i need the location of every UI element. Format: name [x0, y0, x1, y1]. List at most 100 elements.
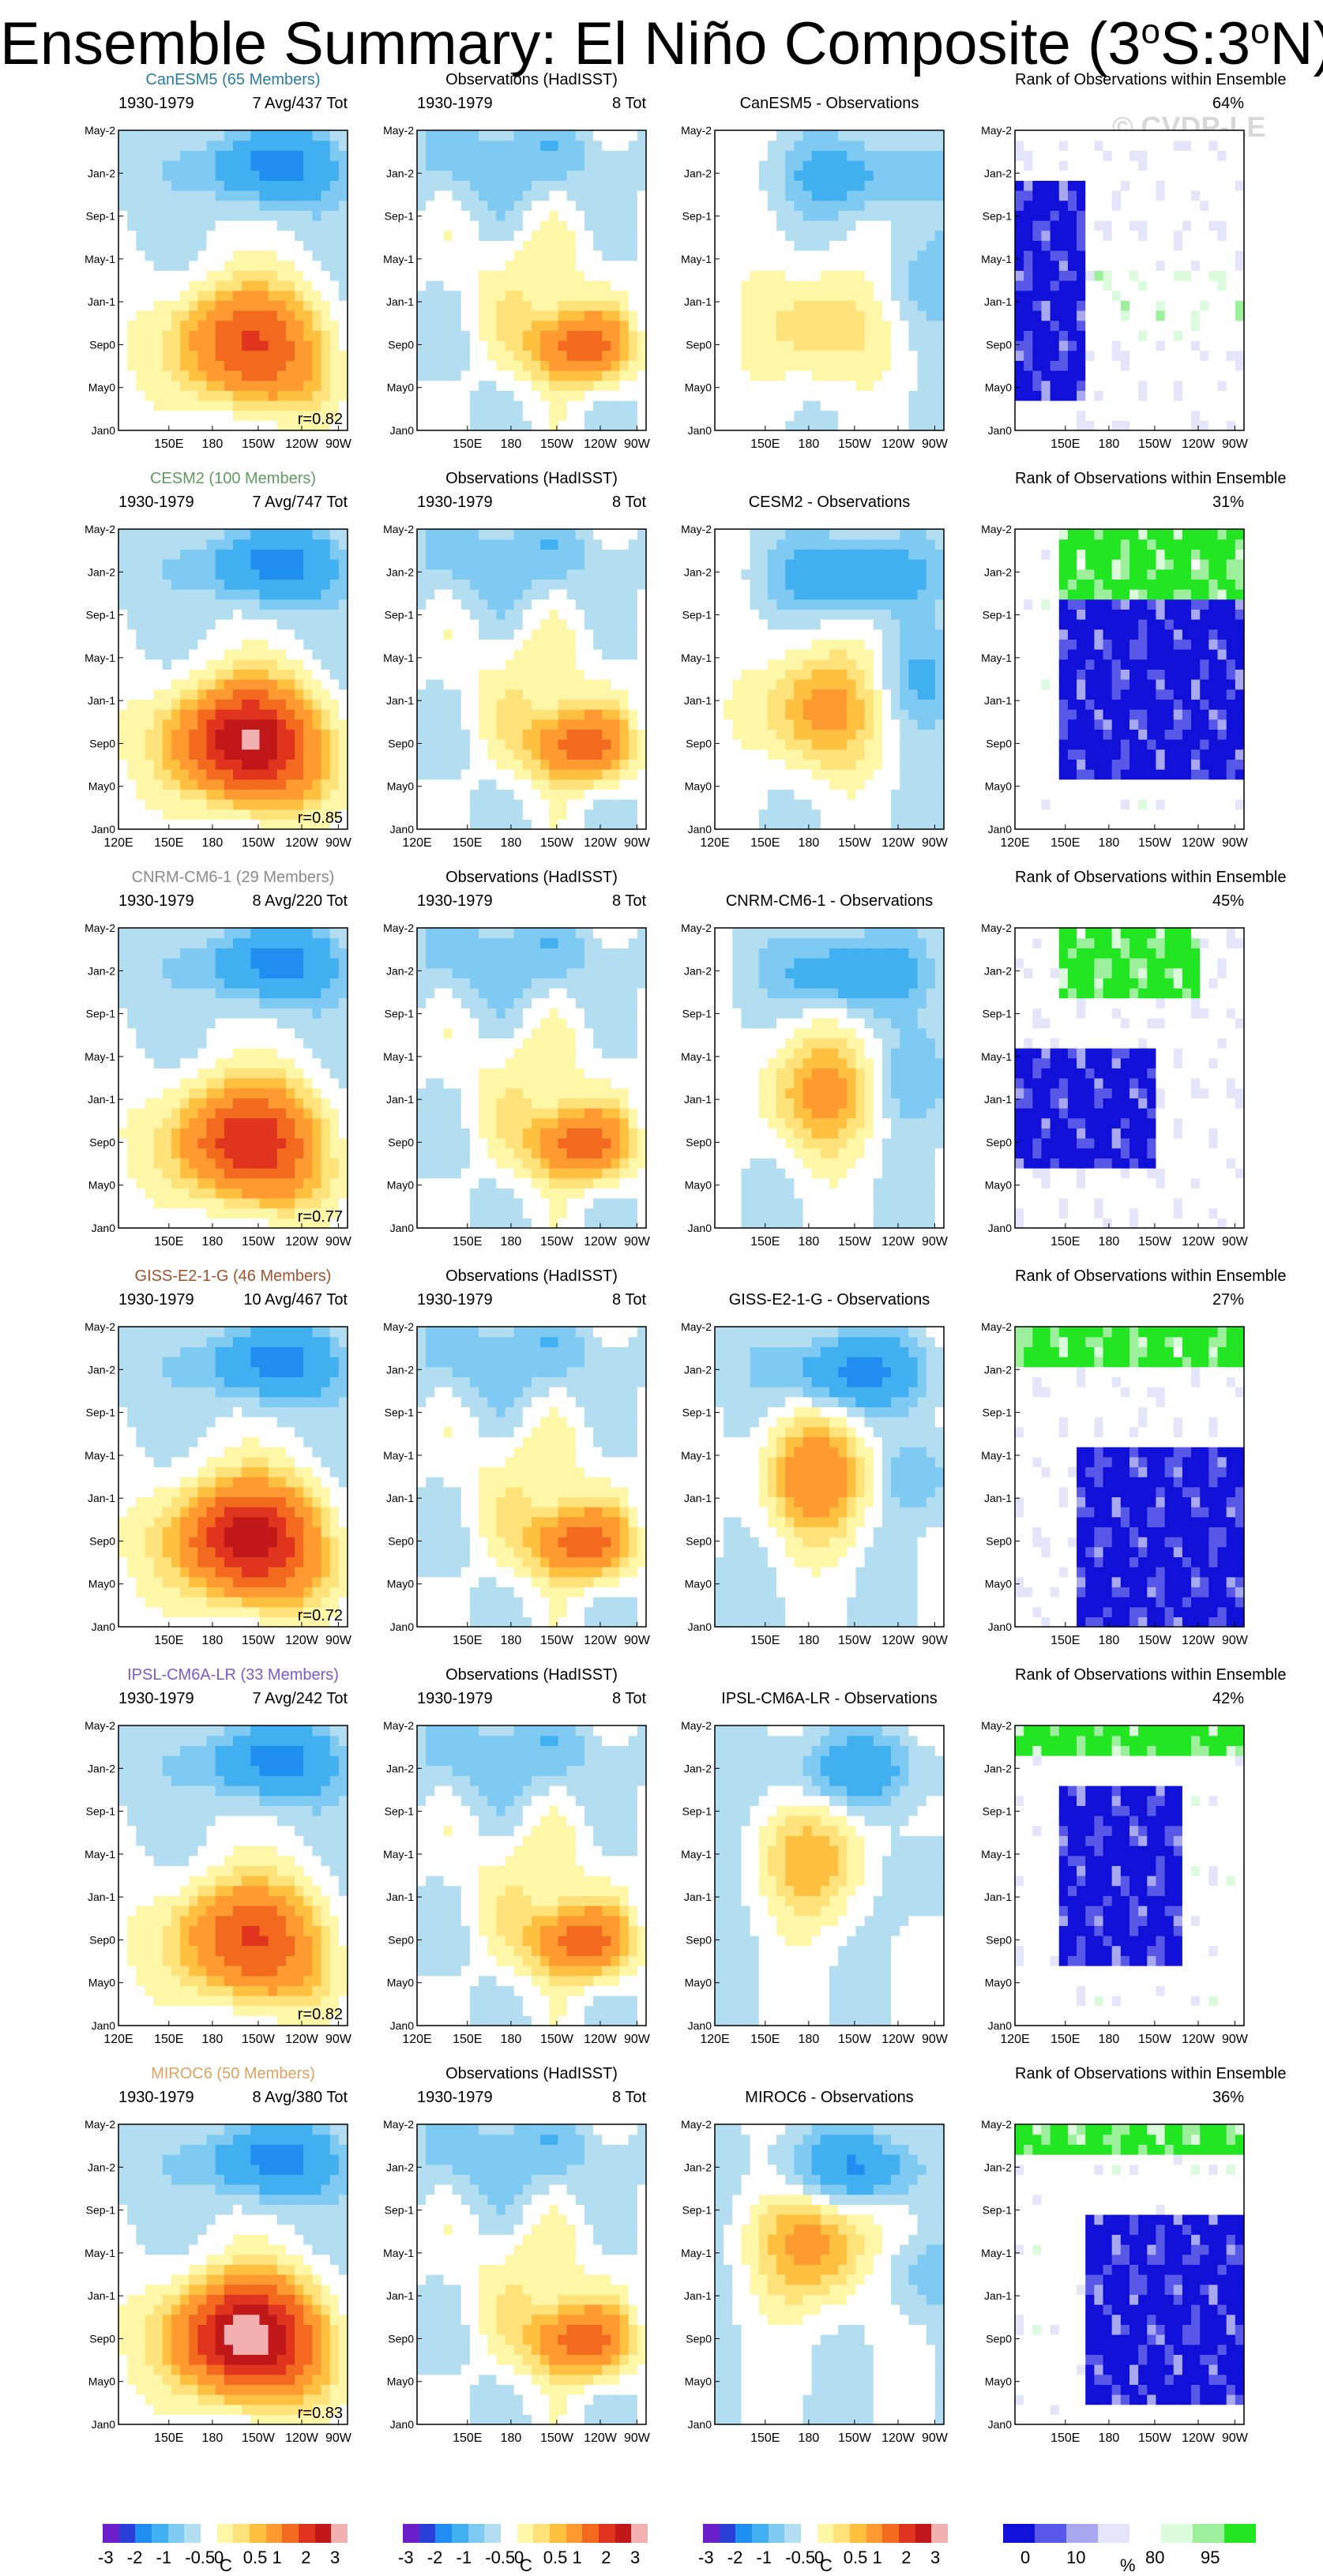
heatmap-cell	[434, 739, 445, 750]
heatmap-cell	[513, 250, 524, 261]
x-tick-label: 120W	[285, 437, 319, 451]
heatmap-cell	[522, 160, 532, 171]
heatmap-cell	[513, 210, 524, 221]
heatmap-cell	[469, 380, 479, 391]
heatmap-cell	[233, 809, 242, 820]
heatmap-cell	[532, 649, 541, 660]
heatmap-cell	[268, 300, 278, 311]
heatmap-cell	[802, 300, 813, 311]
heatmap-cell	[602, 679, 611, 690]
heatmap-cell	[303, 749, 313, 760]
heatmap-cell	[268, 799, 278, 810]
heatmap-cell	[732, 699, 742, 710]
heatmap-cell	[908, 190, 919, 201]
x-tick-label: 180	[799, 437, 820, 451]
heatmap-cell	[611, 300, 621, 311]
heatmap-cell	[785, 240, 795, 251]
heatmap-cell	[820, 220, 830, 231]
heatmap-cell	[162, 380, 172, 391]
heatmap-cell	[540, 230, 550, 241]
heatmap-cell	[637, 709, 647, 720]
heatmap-cell	[426, 639, 435, 650]
heatmap-cell	[215, 759, 225, 770]
heatmap-cell	[329, 819, 340, 830]
heatmap-cell	[855, 410, 866, 421]
heatmap-cell	[426, 390, 435, 401]
heatmap-cell	[611, 559, 621, 570]
heatmap-cell	[1103, 300, 1113, 311]
heatmap-cell	[619, 400, 630, 411]
heatmap-cell	[619, 679, 630, 690]
heatmap-cell	[558, 420, 568, 431]
heatmap-cell	[1085, 290, 1095, 301]
heatmap-cell	[206, 400, 216, 411]
heatmap-cell	[549, 619, 559, 630]
heatmap-cell	[426, 699, 435, 710]
heatmap-cell	[479, 270, 488, 281]
heatmap-cell	[224, 350, 234, 361]
heatmap-cell	[715, 609, 724, 620]
heatmap-cell	[732, 190, 742, 201]
heatmap-cell	[242, 140, 251, 151]
heatmap-cell	[619, 130, 630, 141]
heatmap-cell	[1208, 200, 1219, 211]
heatmap-cell	[426, 609, 435, 620]
heatmap-cell	[1094, 250, 1104, 261]
heatmap-cell	[1120, 280, 1130, 291]
heatmap-cell	[611, 659, 621, 670]
heatmap-cell	[584, 679, 594, 690]
heatmap-cell	[513, 819, 524, 830]
heatmap-cell	[1191, 240, 1201, 251]
heatmap-cell	[295, 769, 304, 780]
heatmap-cell	[215, 689, 225, 700]
heatmap-cell	[312, 659, 322, 670]
heatmap-cell	[628, 719, 638, 730]
heatmap-cell	[776, 280, 786, 291]
heatmap-cell	[532, 679, 541, 690]
heatmap-cell	[197, 529, 208, 540]
heatmap-cell	[522, 549, 532, 560]
heatmap-cell	[118, 380, 128, 391]
heatmap-cell	[417, 130, 427, 141]
heatmap-cell	[1208, 400, 1219, 411]
heatmap-cell	[1032, 200, 1043, 211]
heatmap-cell	[732, 629, 742, 640]
heatmap-cell	[1138, 290, 1148, 301]
heatmap-cell	[593, 669, 603, 680]
heatmap-cell	[224, 569, 234, 580]
heatmap-cell	[136, 699, 146, 710]
heatmap-cell	[724, 729, 733, 740]
heatmap-cell	[1103, 320, 1113, 331]
heatmap-cell	[908, 230, 919, 241]
heatmap-cell	[118, 170, 128, 181]
heatmap-cell	[303, 679, 313, 690]
heatmap-cell	[715, 769, 724, 780]
pattern-correlation: r=0.82	[298, 411, 343, 428]
heatmap-cell	[750, 350, 760, 361]
heatmap-cell	[434, 240, 445, 251]
heatmap-cell	[1173, 250, 1183, 261]
heatmap-cell	[1226, 150, 1236, 161]
heatmap-cell	[758, 380, 769, 391]
heatmap-cell	[1156, 170, 1166, 181]
heatmap-cell	[145, 170, 155, 181]
heatmap-cell	[724, 609, 733, 620]
heatmap-cell	[162, 679, 172, 690]
heatmap-cell	[321, 150, 331, 161]
heatmap-cell	[1041, 340, 1051, 351]
heatmap-cell	[881, 420, 892, 431]
heatmap-cell	[802, 320, 813, 331]
heatmap-cell	[513, 709, 524, 720]
heatmap-cell	[715, 599, 724, 610]
heatmap-cell	[575, 170, 585, 181]
heatmap-cell	[189, 759, 198, 770]
heatmap-cell	[838, 280, 848, 291]
heatmap-cell	[1129, 270, 1139, 281]
heatmap-cell	[338, 380, 348, 391]
heatmap-cell	[285, 569, 295, 580]
heatmap-cell	[838, 360, 848, 371]
heatmap-cell	[285, 400, 295, 411]
heatmap-cell	[628, 300, 638, 311]
heatmap-cell	[496, 210, 506, 221]
heatmap-cell	[724, 420, 733, 431]
